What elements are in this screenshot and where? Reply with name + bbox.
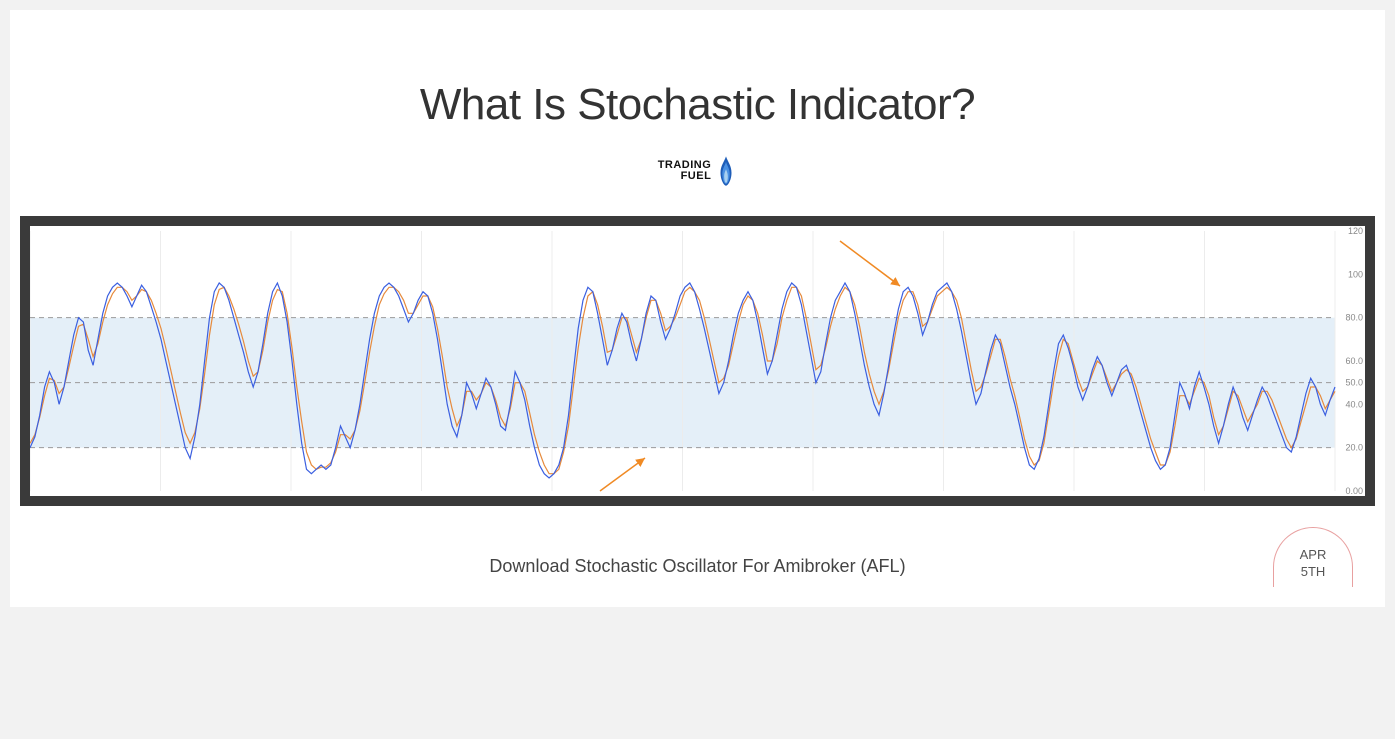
chart-frame: 0.00 20.0 40.0 50.0 60.0 80.0 100 120 [20, 216, 1375, 506]
date-badge: APR 5TH [1273, 527, 1353, 587]
date-day: 5TH [1301, 564, 1326, 581]
svg-text:20.0: 20.0 [1345, 443, 1363, 453]
svg-text:50.0: 50.0 [1345, 378, 1363, 388]
logo-line2: FUEL [658, 171, 712, 182]
date-month: APR [1300, 547, 1327, 564]
flame-icon [715, 156, 737, 186]
svg-text:0.00: 0.00 [1345, 486, 1363, 496]
svg-text:40.0: 40.0 [1345, 399, 1363, 409]
svg-text:60.0: 60.0 [1345, 356, 1363, 366]
svg-text:80.0: 80.0 [1345, 313, 1363, 323]
article-subtitle: Download Stochastic Oscillator For Amibr… [20, 556, 1375, 577]
stochastic-chart: 0.00 20.0 40.0 50.0 60.0 80.0 100 120 [30, 226, 1365, 496]
logo-container: TRADING FUEL [20, 155, 1375, 186]
svg-text:120: 120 [1348, 226, 1363, 236]
svg-text:100: 100 [1348, 269, 1363, 279]
logo-text: TRADING FUEL [658, 160, 712, 182]
page-title: What Is Stochastic Indicator? [20, 80, 1375, 130]
article-card: What Is Stochastic Indicator? TRADING FU… [10, 10, 1385, 607]
brand-logo: TRADING FUEL [658, 156, 738, 186]
